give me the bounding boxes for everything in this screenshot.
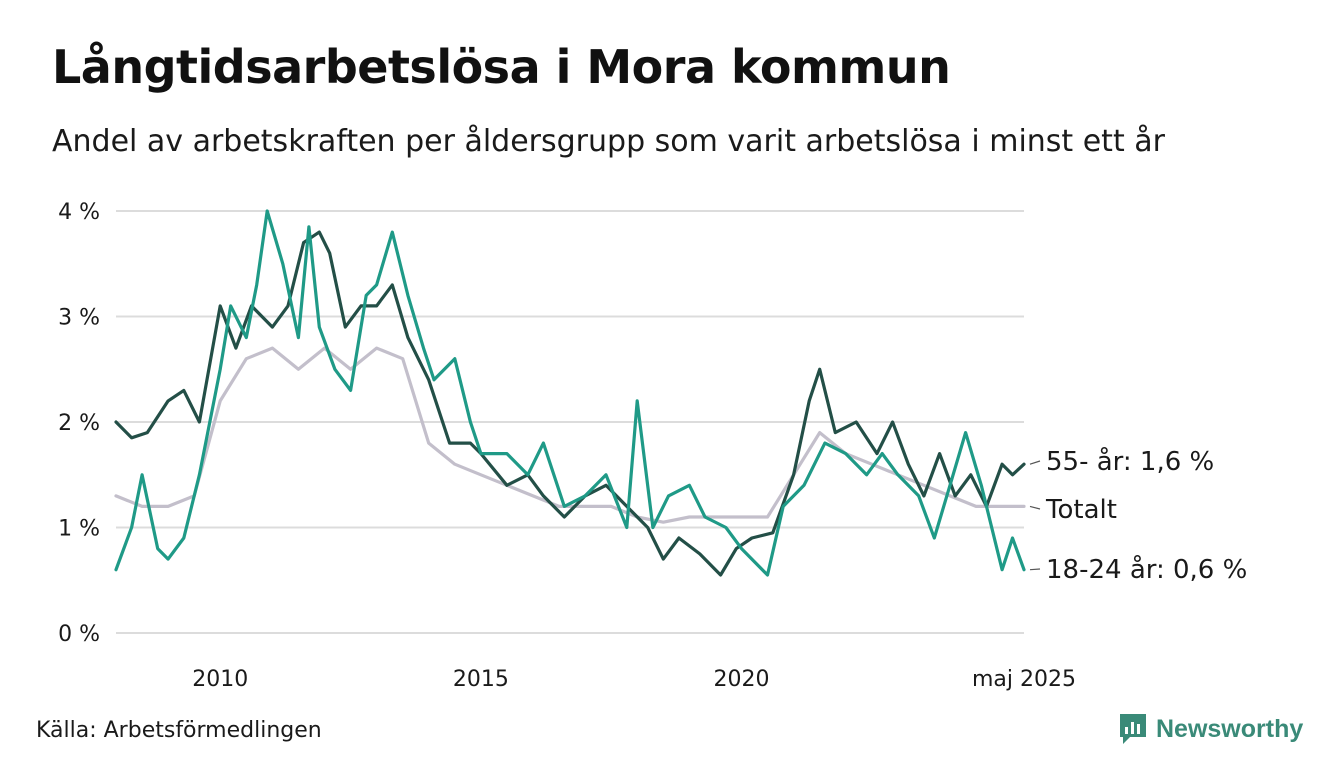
x-tick-label: maj 2025	[972, 667, 1076, 692]
series-label-youth: 18-24 år: 0,6 %	[1046, 554, 1247, 585]
chart-title: Långtidsarbetslösa i Mora kommun	[52, 40, 951, 94]
series-label-older: 55- år: 1,6 %	[1046, 446, 1214, 477]
series-line-youth	[114, 209, 1026, 577]
y-tick-label: 2 %	[58, 411, 100, 436]
series-label-connector	[1029, 460, 1041, 465]
x-tick-label: 2010	[192, 667, 248, 692]
series-label-connector	[1029, 568, 1041, 571]
series-lines	[114, 209, 1026, 577]
series-label-connector	[1029, 505, 1041, 510]
series-labels: Totalt 55- år: 1,6 % 18-24 år: 0,6 %	[1029, 446, 1247, 585]
series-label-total: Totalt	[1045, 495, 1117, 525]
series-line-older	[114, 230, 1026, 577]
y-axis-ticks: 0 % 1 % 2 % 3 % 4 %	[58, 200, 100, 647]
newsworthy-icon	[1120, 714, 1146, 744]
y-tick-label: 0 %	[58, 622, 100, 647]
brand-logo: Newsworthy	[1118, 712, 1303, 746]
y-tick-label: 3 %	[58, 306, 100, 331]
x-axis-ticks: 2010 2015 2020 maj 2025	[192, 667, 1076, 692]
source-note: Källa: Arbetsförmedlingen	[36, 718, 322, 743]
series-line-total	[114, 346, 1026, 524]
y-tick-label: 1 %	[58, 517, 100, 542]
y-tick-label: 4 %	[58, 200, 100, 225]
x-tick-label: 2015	[453, 667, 509, 692]
chart-subtitle: Andel av arbetskraften per åldersgrupp s…	[52, 124, 1165, 159]
x-tick-label: 2020	[713, 667, 769, 692]
brand-name: Newsworthy	[1156, 714, 1304, 743]
grid-lines	[116, 210, 1024, 634]
